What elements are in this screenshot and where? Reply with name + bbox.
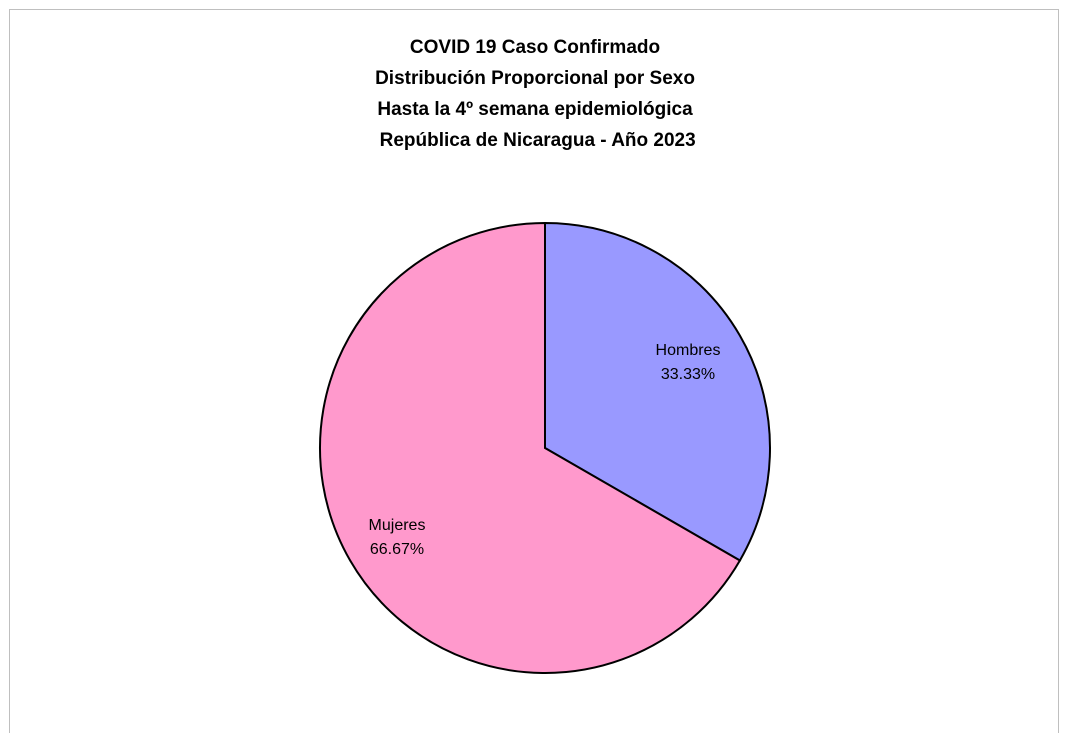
slice-value-mujeres: 66.67% bbox=[370, 541, 424, 558]
slice-label-hombres: Hombres bbox=[656, 342, 721, 359]
chart-title-line-1: COVID 19 Caso Confirmado bbox=[409, 37, 661, 58]
chart-title-line-2: Distribución Proporcional por Sexo bbox=[375, 68, 695, 89]
pie-slices bbox=[319, 221, 771, 674]
slice-label-mujeres: Mujeres bbox=[369, 517, 426, 534]
chart-title-line-4: República de Nicaragua - Año 2023 bbox=[374, 130, 696, 151]
pie-slice-mujeres bbox=[319, 221, 742, 674]
pie-slice-hombres bbox=[544, 221, 771, 562]
chart-title: COVID 19 Caso Confirmado Distribución Pr… bbox=[10, 32, 1060, 156]
pie-labels: Hombres 33.33% Mujeres 66.67% bbox=[369, 342, 721, 558]
slice-value-hombres: 33.33% bbox=[661, 366, 715, 383]
chart-title-line-3: Hasta la 4º semana epidemiológica bbox=[377, 99, 693, 120]
